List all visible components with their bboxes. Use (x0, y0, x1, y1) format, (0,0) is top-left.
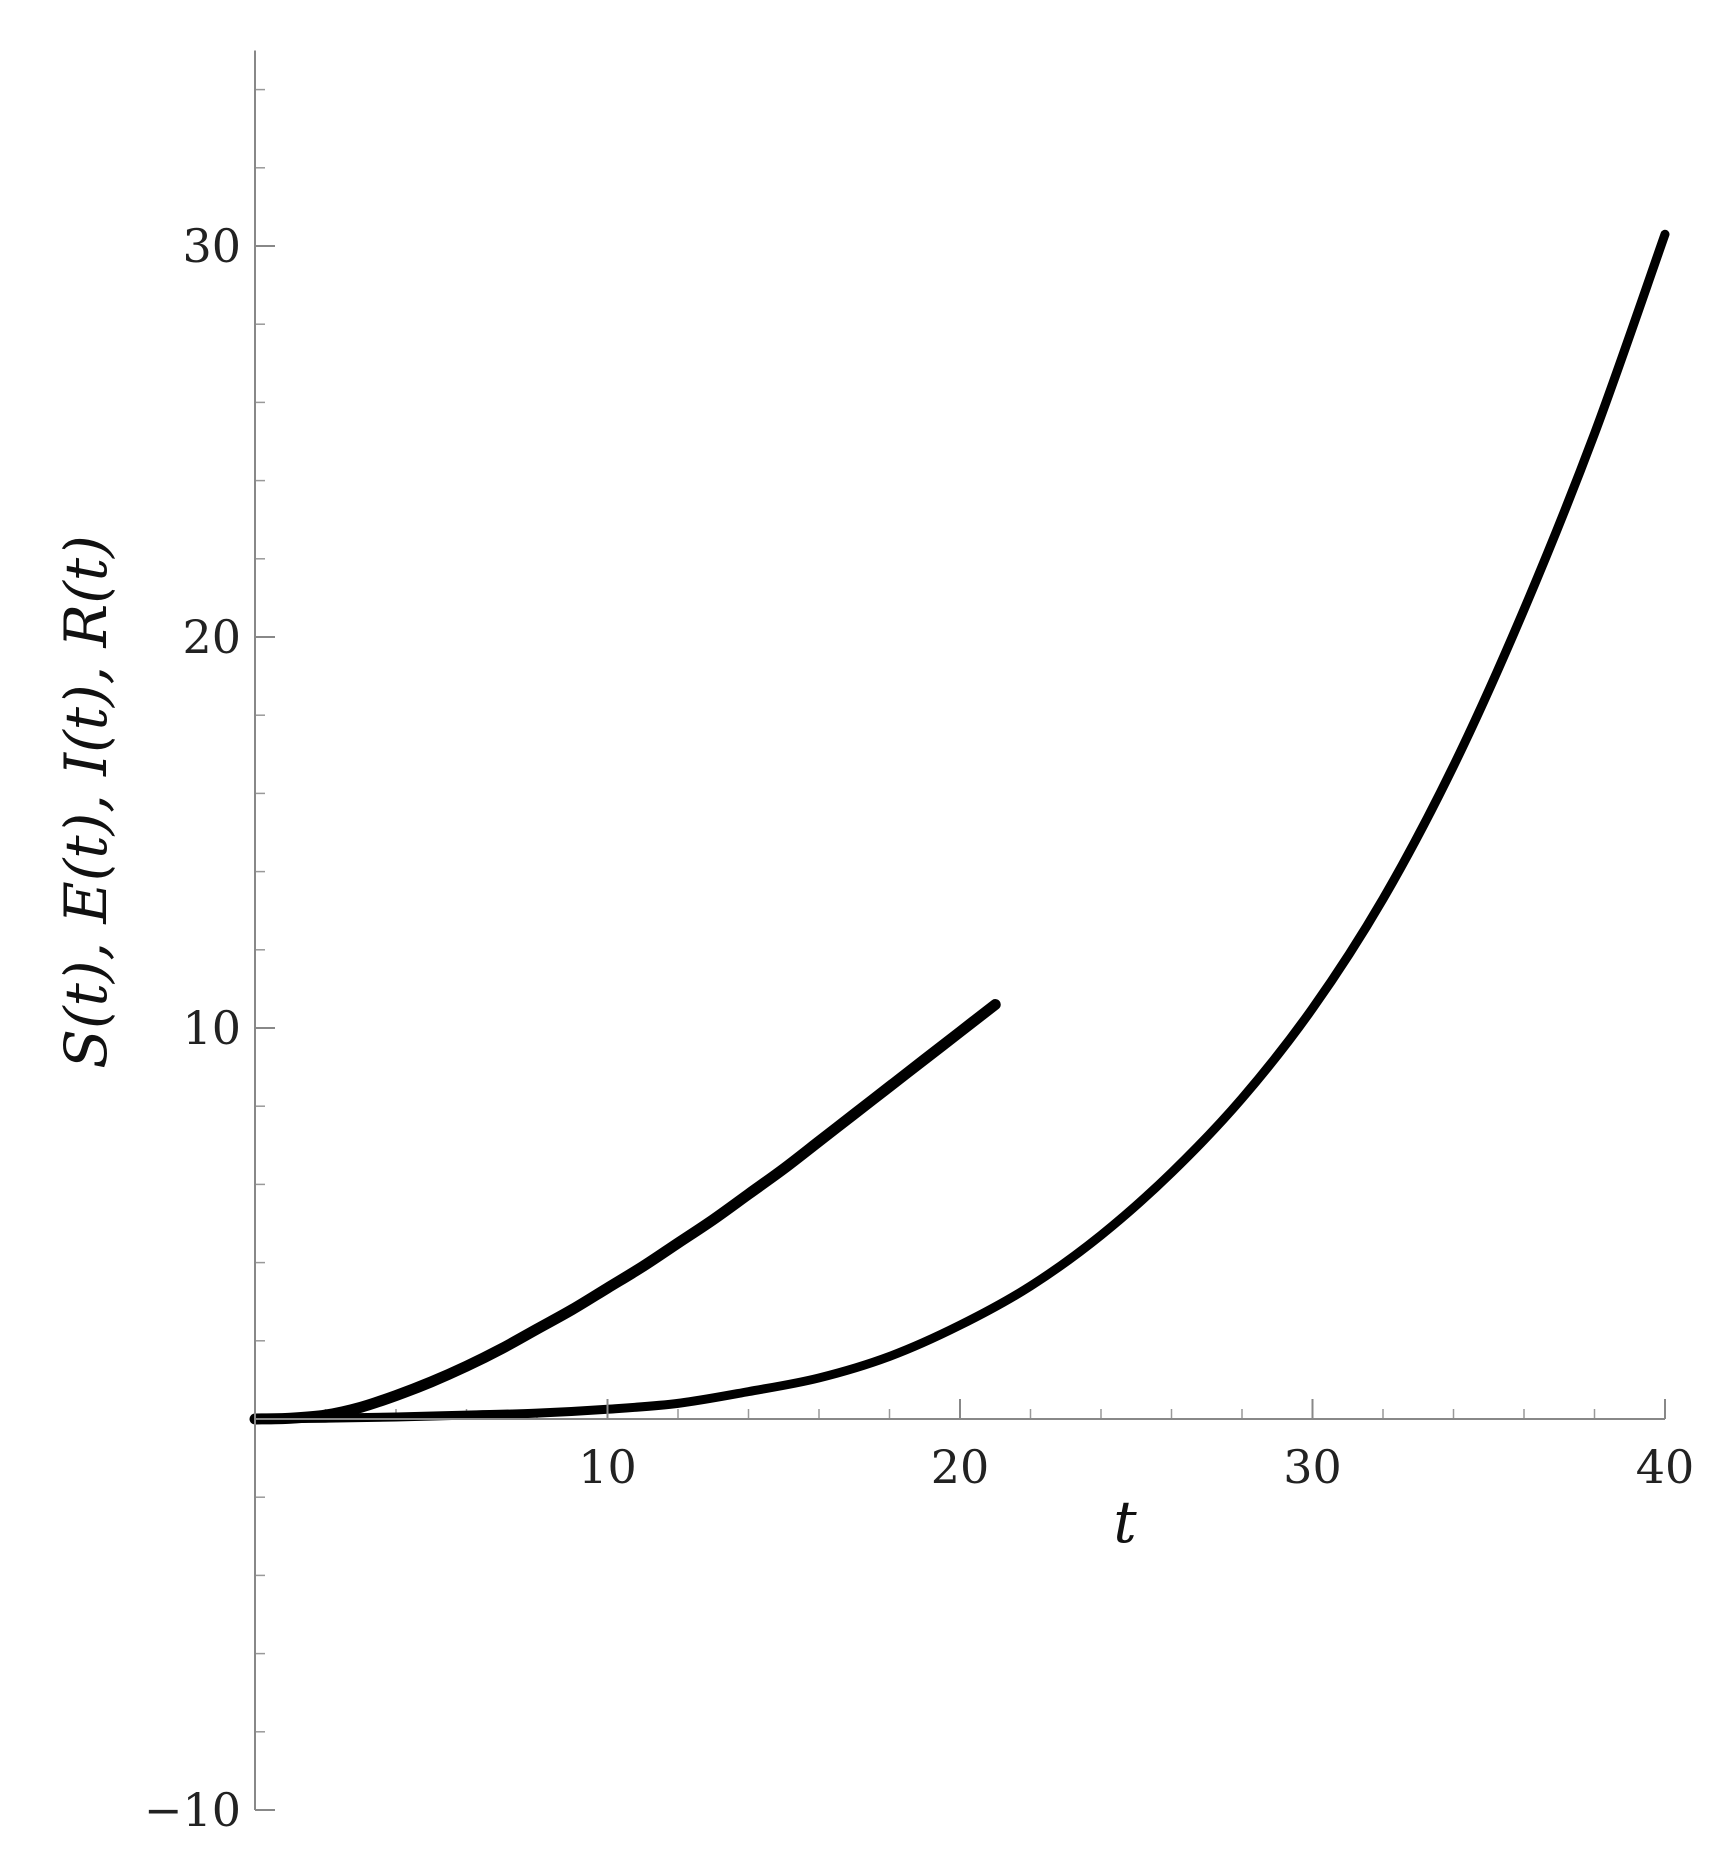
y-tick-label: −10 (144, 1783, 241, 1837)
x-axis-title: t (1113, 1488, 1137, 1556)
y-tick-label: 20 (182, 610, 241, 664)
x-tick-label: 30 (1283, 1440, 1342, 1494)
tick-labels: 10 20 30 40 −10 10 20 30 (144, 219, 1694, 1837)
minor-ticks (255, 88, 1596, 1733)
x-tick-label: 40 (1636, 1440, 1695, 1494)
major-ticks (255, 245, 1666, 1811)
y-tick-label: 10 (182, 1001, 241, 1055)
y-axis-title: S(t), E(t), I(t), R(t) (52, 535, 120, 1069)
series-line-2 (250, 229, 1670, 1424)
series-line-1 (249, 999, 1001, 1425)
x-tick-label: 20 (931, 1440, 990, 1494)
series-layer (249, 229, 1670, 1425)
y-tick-label: 30 (182, 219, 241, 273)
x-tick-label: 10 (578, 1440, 637, 1494)
